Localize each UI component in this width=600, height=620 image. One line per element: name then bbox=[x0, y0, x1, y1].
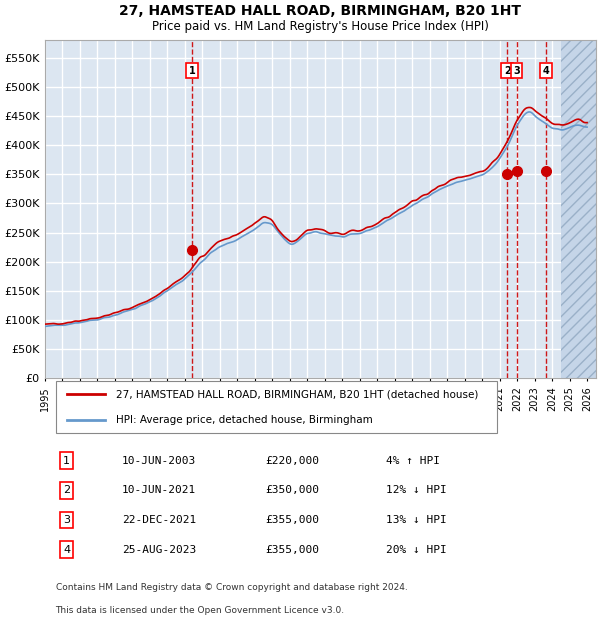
Text: 13% ↓ HPI: 13% ↓ HPI bbox=[386, 515, 447, 525]
Text: Contains HM Land Registry data © Crown copyright and database right 2024.: Contains HM Land Registry data © Crown c… bbox=[56, 583, 407, 592]
Text: £355,000: £355,000 bbox=[265, 545, 319, 555]
Text: 22-DEC-2021: 22-DEC-2021 bbox=[122, 515, 196, 525]
Text: 3: 3 bbox=[513, 66, 520, 76]
Text: 25-AUG-2023: 25-AUG-2023 bbox=[122, 545, 196, 555]
Text: 1: 1 bbox=[189, 66, 196, 76]
Text: £355,000: £355,000 bbox=[265, 515, 319, 525]
Text: 2: 2 bbox=[504, 66, 511, 76]
Text: 2: 2 bbox=[63, 485, 70, 495]
Text: Price paid vs. HM Land Registry's House Price Index (HPI): Price paid vs. HM Land Registry's House … bbox=[152, 20, 488, 33]
Text: 27, HAMSTEAD HALL ROAD, BIRMINGHAM, B20 1HT (detached house): 27, HAMSTEAD HALL ROAD, BIRMINGHAM, B20 … bbox=[116, 389, 479, 399]
Text: 1: 1 bbox=[63, 456, 70, 466]
Text: 12% ↓ HPI: 12% ↓ HPI bbox=[386, 485, 447, 495]
Text: 4% ↑ HPI: 4% ↑ HPI bbox=[386, 456, 440, 466]
Text: 10-JUN-2021: 10-JUN-2021 bbox=[122, 485, 196, 495]
Text: 10-JUN-2003: 10-JUN-2003 bbox=[122, 456, 196, 466]
Text: This data is licensed under the Open Government Licence v3.0.: This data is licensed under the Open Gov… bbox=[56, 606, 344, 615]
Text: £220,000: £220,000 bbox=[265, 456, 319, 466]
Text: 3: 3 bbox=[63, 515, 70, 525]
Text: HPI: Average price, detached house, Birmingham: HPI: Average price, detached house, Birm… bbox=[116, 415, 373, 425]
Text: 4: 4 bbox=[542, 66, 550, 76]
Text: £350,000: £350,000 bbox=[265, 485, 319, 495]
Title: 27, HAMSTEAD HALL ROAD, BIRMINGHAM, B20 1HT: 27, HAMSTEAD HALL ROAD, BIRMINGHAM, B20 … bbox=[119, 4, 521, 18]
Text: 4: 4 bbox=[63, 545, 70, 555]
Text: 20% ↓ HPI: 20% ↓ HPI bbox=[386, 545, 447, 555]
FancyBboxPatch shape bbox=[56, 381, 497, 433]
